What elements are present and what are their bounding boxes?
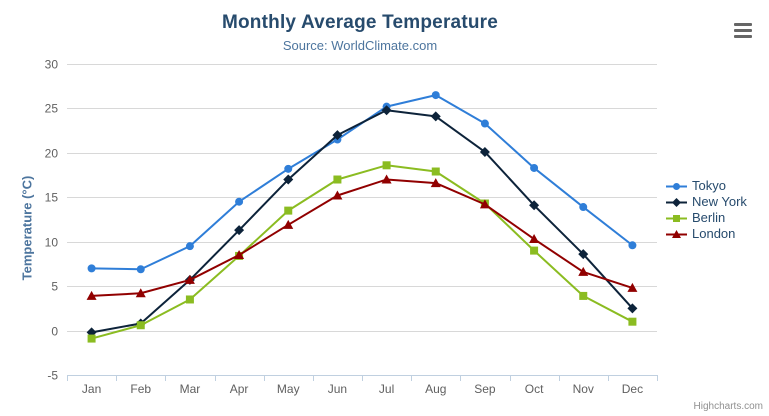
series-marker-tokyo[interactable]: [480, 119, 489, 128]
y-axis-label: 15: [45, 191, 59, 205]
x-axis-label: Dec: [622, 382, 643, 396]
x-axis-label: Aug: [425, 382, 446, 396]
x-axis-label: Oct: [525, 382, 544, 396]
legend-label: New York: [692, 194, 747, 209]
legend-item-new-york[interactable]: New York: [666, 194, 747, 210]
series-marker-new-york[interactable]: [430, 111, 441, 122]
x-axis-label: Jun: [328, 382, 347, 396]
legend-item-berlin[interactable]: Berlin: [666, 210, 747, 226]
x-axis-label: Apr: [230, 382, 249, 396]
series-marker-tokyo[interactable]: [579, 203, 588, 212]
legend-symbol-new-york: [666, 197, 687, 207]
series-marker-berlin[interactable]: [333, 175, 342, 184]
series-marker-berlin[interactable]: [284, 206, 293, 215]
series-marker-london[interactable]: [86, 290, 97, 300]
y-axis-label: 5: [51, 280, 58, 294]
legend-symbol-tokyo: [666, 182, 687, 190]
series-marker-berlin[interactable]: [579, 291, 588, 300]
series-marker-berlin[interactable]: [185, 295, 194, 304]
series-marker-tokyo[interactable]: [87, 264, 96, 273]
export-menu-button[interactable]: [732, 20, 756, 40]
series-marker-london[interactable]: [578, 266, 589, 276]
series-marker-london[interactable]: [283, 219, 294, 229]
x-axis-label: Nov: [573, 382, 594, 396]
series-marker-new-york[interactable]: [381, 105, 392, 116]
series-marker-new-york[interactable]: [479, 146, 490, 157]
y-axis-label: 10: [45, 236, 59, 250]
legend-label: London: [692, 226, 736, 241]
series-marker-tokyo[interactable]: [530, 163, 539, 172]
y-axis-label: 30: [45, 58, 59, 72]
series-marker-london[interactable]: [627, 282, 638, 292]
series-line-berlin[interactable]: [90, 164, 634, 340]
y-axis-label: 0: [51, 325, 58, 339]
x-axis-label: Jul: [379, 382, 394, 396]
legend-label: Berlin: [692, 210, 726, 225]
series-marker-berlin[interactable]: [628, 317, 637, 326]
legend-symbol-berlin: [666, 214, 687, 222]
x-axis-label: Jan: [82, 382, 101, 396]
x-axis-label: Mar: [180, 382, 201, 396]
series-marker-berlin[interactable]: [382, 161, 391, 170]
series-line-london[interactable]: [90, 178, 634, 297]
series-line-tokyo[interactable]: [90, 94, 634, 271]
series-marker-london[interactable]: [332, 190, 343, 200]
series-marker-berlin[interactable]: [431, 167, 440, 176]
series-marker-new-york[interactable]: [529, 200, 540, 211]
series-marker-new-york[interactable]: [332, 130, 343, 141]
y-axis-label: 20: [45, 147, 59, 161]
series-marker-berlin[interactable]: [136, 321, 145, 330]
series-marker-new-york[interactable]: [627, 303, 638, 314]
series-marker-london[interactable]: [135, 288, 146, 298]
series-marker-london[interactable]: [184, 274, 195, 284]
legend-symbol-london: [666, 229, 687, 238]
hamburger-icon: [734, 22, 752, 26]
series-marker-new-york[interactable]: [283, 174, 294, 185]
series-marker-new-york[interactable]: [234, 225, 245, 236]
legend-item-london[interactable]: London: [666, 226, 747, 242]
legend: Tokyo New York Berlin London: [666, 178, 747, 242]
series-marker-london[interactable]: [430, 178, 441, 188]
legend-item-tokyo[interactable]: Tokyo: [666, 178, 747, 194]
legend-label: Tokyo: [692, 178, 726, 193]
series-marker-new-york[interactable]: [578, 249, 589, 260]
series-marker-berlin[interactable]: [530, 246, 539, 255]
series-marker-london[interactable]: [529, 234, 540, 244]
highcharts-credit[interactable]: Highcharts.com: [693, 401, 763, 412]
series-marker-tokyo[interactable]: [185, 242, 194, 251]
series-marker-london[interactable]: [479, 199, 490, 209]
x-axis-label: Feb: [130, 382, 151, 396]
hamburger-icon: [734, 34, 752, 38]
series-marker-tokyo[interactable]: [136, 265, 145, 274]
series-marker-london[interactable]: [381, 174, 392, 184]
series-marker-berlin[interactable]: [87, 334, 96, 343]
x-axis-label: Sep: [474, 382, 496, 396]
series-marker-tokyo[interactable]: [628, 241, 637, 250]
y-axis-label: -5: [47, 369, 58, 383]
y-axis-label: 25: [45, 102, 59, 116]
series-marker-london[interactable]: [234, 250, 245, 260]
series-marker-tokyo[interactable]: [431, 91, 440, 100]
hamburger-icon: [734, 28, 752, 32]
series-marker-tokyo[interactable]: [235, 197, 244, 206]
x-axis-label: May: [277, 382, 300, 396]
series-marker-tokyo[interactable]: [284, 164, 293, 173]
series-line-new-york[interactable]: [90, 109, 634, 334]
